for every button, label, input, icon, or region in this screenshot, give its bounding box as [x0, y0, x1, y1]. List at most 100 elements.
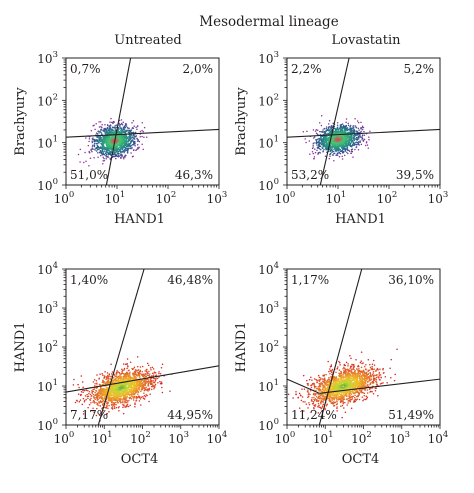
data-point	[321, 406, 323, 409]
data-point	[320, 136, 322, 138]
data-point	[132, 131, 134, 134]
data-point	[357, 121, 360, 124]
data-point	[132, 141, 135, 144]
data-point	[87, 395, 90, 397]
data-point	[331, 154, 334, 156]
data-point	[295, 391, 297, 393]
data-point	[93, 157, 95, 159]
data-point	[287, 393, 290, 396]
data-point	[94, 128, 96, 131]
data-point	[346, 129, 349, 132]
data-point	[312, 129, 315, 131]
data-point	[128, 389, 130, 392]
data-point	[318, 138, 320, 140]
data-point	[363, 134, 366, 136]
data-point	[118, 124, 121, 126]
data-point	[135, 380, 137, 383]
data-point	[304, 401, 306, 403]
data-point	[124, 150, 126, 152]
data-point	[129, 361, 132, 363]
data-point	[336, 407, 338, 409]
data-point	[138, 380, 140, 382]
data-point	[345, 361, 348, 364]
data-point	[123, 367, 126, 370]
data-point	[92, 381, 95, 383]
data-point	[118, 146, 120, 149]
data-point	[141, 379, 144, 382]
data-point	[91, 147, 93, 149]
data-point	[364, 144, 367, 147]
data-point	[100, 395, 102, 397]
data-point	[341, 149, 343, 152]
data-point	[367, 358, 370, 361]
data-point	[82, 386, 84, 388]
data-point	[321, 131, 324, 133]
data-point	[132, 399, 135, 401]
data-point	[149, 375, 151, 378]
plot-frame	[65, 268, 220, 426]
data-point	[347, 152, 349, 155]
data-point	[141, 135, 143, 138]
data-point	[138, 376, 141, 378]
plot-frame	[286, 57, 441, 186]
y-tick-label: 101	[37, 378, 58, 394]
data-point	[111, 406, 114, 408]
data-point	[94, 384, 96, 387]
data-point	[311, 379, 313, 381]
data-point	[145, 136, 148, 138]
data-point	[106, 412, 109, 415]
data-point	[115, 406, 118, 409]
data-point	[394, 373, 396, 376]
data-point	[151, 366, 154, 369]
data-point	[139, 398, 142, 400]
x-tick-label: 101	[92, 430, 113, 446]
data-point	[104, 406, 106, 409]
data-point	[99, 399, 102, 402]
data-point	[106, 372, 109, 374]
data-point	[147, 383, 149, 386]
data-point	[390, 377, 392, 379]
data-point	[105, 158, 107, 160]
data-point	[72, 384, 75, 386]
data-point	[100, 389, 103, 392]
data-point	[107, 379, 110, 381]
data-point	[122, 149, 125, 152]
data-point	[298, 407, 301, 409]
data-point	[124, 146, 127, 149]
data-point	[102, 402, 105, 404]
data-point	[143, 126, 146, 129]
data-point	[102, 380, 104, 382]
data-point	[120, 151, 123, 153]
data-point	[128, 129, 130, 132]
data-point	[314, 142, 316, 144]
data-point	[354, 125, 357, 127]
data-point	[384, 376, 387, 378]
data-point	[128, 135, 130, 138]
data-point	[81, 403, 84, 406]
data-point	[112, 155, 115, 158]
data-point	[137, 393, 139, 395]
data-point	[323, 133, 325, 136]
data-point	[119, 380, 122, 383]
data-point	[136, 147, 139, 149]
data-point	[143, 392, 145, 394]
data-point	[121, 124, 124, 126]
data-point	[336, 124, 339, 127]
data-point	[347, 363, 349, 365]
data-point	[150, 385, 153, 388]
data-point	[320, 130, 322, 133]
data-point	[330, 364, 333, 366]
data-point	[109, 125, 112, 127]
data-point	[358, 398, 361, 401]
data-point	[300, 399, 303, 402]
data-point	[343, 130, 346, 132]
quadrant-bottom-right-label: 39,5%	[396, 168, 434, 182]
data-point	[112, 127, 114, 129]
data-point	[113, 407, 116, 410]
gate-line	[319, 58, 350, 185]
data-point	[382, 382, 384, 384]
data-point	[105, 381, 108, 383]
data-point	[310, 376, 312, 379]
